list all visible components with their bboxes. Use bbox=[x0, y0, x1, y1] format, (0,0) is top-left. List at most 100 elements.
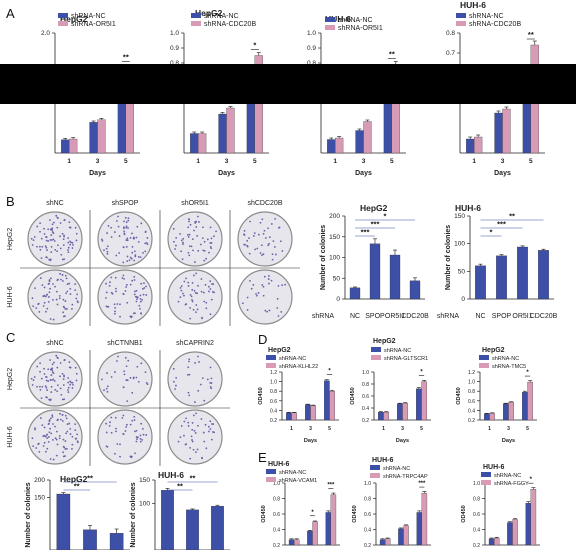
bar bbox=[363, 121, 372, 154]
colony-dot bbox=[51, 299, 54, 301]
colony-dot bbox=[109, 421, 111, 424]
legend-swatch bbox=[456, 21, 466, 26]
colony-dot bbox=[114, 276, 117, 279]
colony-dot bbox=[274, 217, 277, 220]
colony-dot bbox=[31, 437, 34, 440]
colony-dot bbox=[133, 293, 136, 296]
colony-dot bbox=[49, 359, 51, 361]
colony-dot bbox=[45, 246, 48, 249]
colony-dot bbox=[190, 435, 193, 438]
colony-dot bbox=[116, 443, 119, 445]
colony-dot bbox=[123, 373, 126, 376]
bar bbox=[291, 412, 297, 421]
colony-dot bbox=[139, 294, 142, 297]
culture-dish bbox=[97, 211, 153, 267]
colony-dot bbox=[60, 393, 63, 396]
colony-dot bbox=[52, 378, 55, 381]
colony-dot bbox=[68, 422, 71, 425]
colony-dot bbox=[197, 215, 199, 218]
colony-dot bbox=[131, 419, 134, 422]
bar bbox=[355, 130, 364, 154]
colony-dot bbox=[63, 219, 66, 222]
colony-dot bbox=[60, 278, 62, 281]
colony-dot bbox=[47, 436, 50, 438]
colony-dot bbox=[54, 285, 56, 288]
colony-dot bbox=[209, 366, 212, 369]
colony-dot bbox=[114, 371, 116, 373]
colony-dot bbox=[68, 221, 71, 223]
colony-dot bbox=[68, 361, 71, 363]
y-tick-label: 1.0 bbox=[273, 481, 280, 487]
colony-dot bbox=[40, 397, 43, 399]
colony-dot bbox=[75, 379, 78, 382]
legend-swatch bbox=[58, 21, 68, 26]
colony-dot bbox=[67, 389, 69, 391]
colony-dot bbox=[187, 226, 190, 229]
colony-dot bbox=[262, 253, 265, 256]
colony-dot bbox=[63, 446, 66, 449]
significance-label: *** bbox=[497, 220, 506, 229]
plate-column-label: shNC bbox=[46, 200, 64, 207]
colony-dot bbox=[69, 380, 71, 383]
colony-dot bbox=[33, 376, 36, 378]
colony-dot bbox=[175, 236, 178, 239]
colony-dot bbox=[62, 298, 65, 301]
y-tick-label: 0.4 bbox=[362, 406, 369, 412]
colony-dot bbox=[38, 245, 41, 248]
colony-dot bbox=[137, 240, 140, 243]
bar bbox=[389, 254, 401, 300]
colony-dot bbox=[64, 448, 67, 450]
legend-swatch bbox=[58, 13, 68, 18]
colony-dot bbox=[215, 230, 217, 233]
bar bbox=[421, 492, 428, 546]
colony-dot bbox=[202, 431, 205, 434]
colony-dot bbox=[189, 293, 192, 296]
colony-dot bbox=[191, 300, 194, 303]
colony-dot bbox=[259, 252, 262, 254]
significance-label: ** bbox=[190, 474, 196, 483]
colony-dot bbox=[243, 229, 246, 232]
colony-dot bbox=[72, 243, 74, 246]
colony-dot bbox=[127, 217, 130, 220]
x-axis-label: Days bbox=[89, 170, 106, 177]
colony-dot bbox=[114, 312, 116, 315]
colony-dot bbox=[54, 425, 56, 428]
colony-dot bbox=[32, 379, 35, 382]
x-tick-label: 1 bbox=[472, 158, 476, 165]
colony-dot bbox=[135, 236, 138, 239]
bar bbox=[522, 392, 528, 421]
colony-dot bbox=[37, 442, 40, 445]
colony-dot bbox=[64, 315, 66, 317]
colony-dot bbox=[38, 385, 41, 388]
colony-dot bbox=[55, 214, 58, 217]
colony-dot bbox=[74, 283, 77, 285]
colony-dot bbox=[129, 315, 132, 318]
colony-dot bbox=[145, 285, 147, 288]
significance-label: ** bbox=[528, 30, 534, 39]
colony-dot bbox=[135, 429, 138, 432]
colony-dot bbox=[203, 440, 206, 443]
plate-row-label: HUH-6 bbox=[7, 286, 14, 307]
colony-dot bbox=[187, 366, 190, 369]
colony-dot bbox=[187, 236, 190, 238]
colony-dot bbox=[52, 318, 55, 321]
colony-dot bbox=[63, 359, 66, 362]
y-tick-label: 100 bbox=[139, 500, 150, 507]
colony-dot bbox=[52, 372, 55, 375]
colony-dot bbox=[103, 249, 105, 252]
bar bbox=[61, 139, 70, 154]
colony-dot bbox=[188, 233, 191, 236]
colony-dot bbox=[195, 226, 198, 228]
colony-dot bbox=[194, 292, 197, 294]
colony-dot bbox=[183, 434, 185, 437]
colony-dot bbox=[263, 229, 266, 232]
colony-dot bbox=[67, 249, 69, 251]
colony-dot bbox=[37, 302, 40, 305]
colony-dot bbox=[133, 415, 136, 418]
significance-label: *** bbox=[418, 481, 426, 487]
colony-dot bbox=[49, 318, 52, 320]
bar bbox=[198, 133, 207, 154]
colony-dot bbox=[59, 222, 62, 224]
colony-dot bbox=[45, 239, 48, 242]
colony-dot bbox=[180, 250, 183, 253]
